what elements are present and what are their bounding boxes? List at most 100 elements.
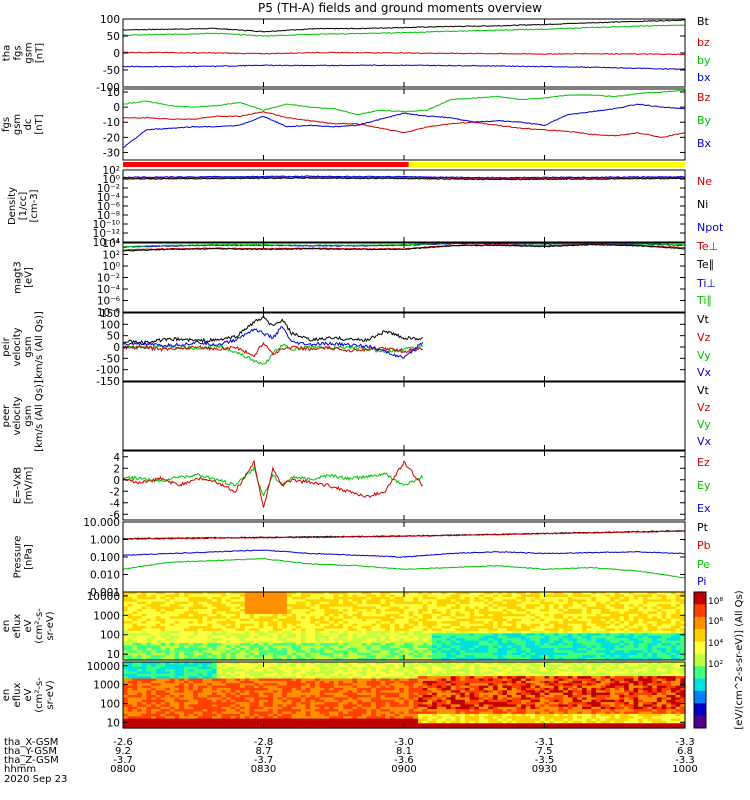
heatmap-cell: [633, 628, 639, 632]
heatmap-cell: [333, 655, 340, 659]
heatmap-cell: [315, 592, 321, 595]
heatmap-cell: [535, 647, 541, 651]
heatmap-cell: [333, 618, 340, 622]
heatmap-cell: [371, 618, 377, 622]
heatmap-cell: [221, 652, 227, 656]
heatmap-cell: [596, 601, 602, 605]
heatmap-cell: [647, 623, 653, 627]
heatmap-cell: [291, 671, 297, 675]
heatmap-cell: [132, 594, 138, 598]
heatmap-cell: [277, 662, 283, 665]
legend-Ti∥: Ti∥: [696, 294, 712, 307]
heatmap-cell: [619, 635, 625, 639]
heatmap-cell: [169, 662, 176, 665]
panel-ylabel-temperature: magt3[eV]: [13, 261, 35, 294]
heatmap-cell: [137, 601, 143, 605]
heatmap-cell: [123, 687, 129, 691]
legend-Vt: Vt: [697, 384, 710, 397]
heatmap-cell: [680, 626, 686, 629]
ylabel-line: peer: [1, 404, 12, 428]
heatmap-cell: [614, 618, 621, 622]
heatmap-cell: [319, 604, 325, 608]
heatmap-cell: [207, 690, 213, 694]
heatmap-cell: [179, 616, 185, 620]
heatmap-cell: [193, 643, 199, 646]
heatmap-cell: [432, 657, 438, 661]
heatmap-cell: [638, 626, 644, 629]
heatmap-cell: [361, 635, 368, 639]
heatmap-cell: [343, 626, 349, 629]
heatmap-cell: [226, 669, 232, 673]
heatmap-cell: [193, 596, 199, 600]
heatmap-cell: [179, 713, 185, 717]
heatmap-cell: [671, 613, 677, 617]
heatmap-cell: [464, 616, 471, 620]
heatmap-cell: [244, 711, 251, 715]
heatmap-cell: [338, 645, 344, 649]
heatmap-cell: [460, 611, 466, 615]
heatmap-cell: [188, 704, 194, 708]
heatmap-cell: [446, 599, 452, 603]
heatmap-cell: [361, 623, 368, 627]
heatmap-cell: [324, 592, 330, 595]
heatmap-cell: [240, 621, 246, 625]
heatmap-cell: [361, 647, 368, 651]
heatmap-cell: [436, 638, 443, 642]
heatmap-cell: [212, 613, 218, 617]
heatmap-cell: [319, 633, 325, 637]
heatmap-cell: [197, 633, 204, 637]
heatmap-cell: [563, 613, 569, 617]
heatmap-cell: [319, 678, 325, 682]
heatmap-cell: [596, 613, 602, 617]
heatmap-cell: [188, 643, 194, 646]
heatmap-cell: [596, 606, 602, 610]
heatmap-cell: [127, 609, 133, 612]
heatmap-cell: [680, 596, 686, 600]
heatmap-cell: [155, 713, 162, 717]
heatmap-cell: [315, 706, 321, 710]
heatmap-cell: [146, 652, 152, 656]
heatmap-cell: [249, 592, 255, 595]
heatmap-cell: [483, 613, 489, 617]
heatmap-cell: [169, 594, 176, 598]
heatmap-cell: [319, 611, 325, 615]
heatmap-cell: [235, 655, 241, 659]
heatmap-cell: [315, 618, 321, 622]
heatmap-cell: [132, 657, 138, 661]
heatmap-cell: [539, 657, 546, 661]
heatmap-cell: [132, 628, 138, 632]
heatmap-cell: [146, 657, 152, 661]
heatmap-cell: [357, 643, 363, 646]
heatmap-cell: [511, 606, 517, 610]
ytick-label: -20: [103, 132, 120, 144]
heatmap-cell: [202, 594, 208, 598]
ytick-label: 1.000: [90, 535, 120, 547]
heatmap-cell: [174, 592, 180, 595]
heatmap-cell: [132, 613, 138, 617]
heatmap-cell: [427, 601, 433, 605]
heatmap-cell: [123, 709, 129, 713]
heatmap-cell: [244, 623, 251, 627]
ytick-label: 0: [113, 48, 120, 60]
series-Vt: [122, 315, 423, 345]
heatmap-cell: [478, 647, 485, 651]
heatmap-cell: [582, 652, 588, 656]
heatmap-cell: [127, 673, 133, 677]
heatmap-cell: [418, 635, 424, 639]
heatmap-cell: [141, 643, 147, 646]
heatmap-cell: [535, 596, 541, 600]
heatmap-cell: [399, 613, 405, 617]
heatmap-cell: [361, 609, 368, 612]
heatmap-cell: [296, 635, 302, 639]
heatmap-cell: [216, 692, 222, 696]
heatmap-cell: [455, 626, 461, 629]
heatmap-cell: [427, 592, 433, 595]
heatmap-cell: [169, 671, 176, 675]
heatmap-cell: [656, 596, 663, 600]
heatmap-cell: [268, 609, 274, 612]
heatmap-cell: [329, 699, 335, 703]
heatmap-cell: [539, 650, 546, 654]
heatmap-cell: [389, 643, 396, 646]
heatmap-cell: [169, 618, 176, 622]
heatmap-cell: [436, 594, 443, 598]
